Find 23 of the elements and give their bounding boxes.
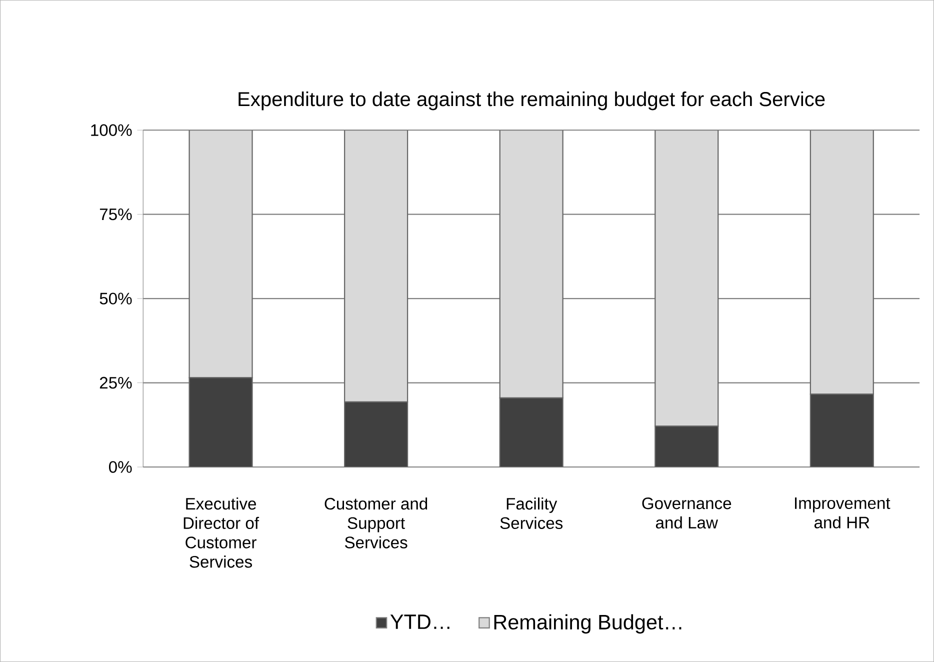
legend-label: Remaining Budget…	[494, 614, 682, 634]
bar	[188, 130, 253, 378]
bar	[188, 377, 253, 467]
bar	[654, 130, 719, 427]
y-tick-label: 100%	[91, 124, 132, 136]
bar	[810, 130, 874, 395]
bar	[810, 394, 874, 467]
x-tick-label: Improvement and HR	[795, 497, 890, 528]
chart-title: Expenditure to date against the remaining budget for each Service	[238, 91, 825, 110]
x-tick-label: Customer and Support Services	[324, 497, 428, 548]
y-tick-label: 75%	[100, 208, 132, 220]
bar	[499, 130, 564, 398]
y-tick-label: 50%	[100, 292, 132, 304]
bar	[344, 401, 408, 467]
x-tick-label: Facility Services	[500, 497, 563, 529]
y-tick-label: 0%	[109, 461, 132, 473]
bar	[499, 397, 564, 467]
x-tick-label: Governance and Law	[642, 497, 732, 529]
bar	[344, 130, 408, 402]
bar	[654, 426, 719, 467]
legend-label: YTD…	[390, 614, 450, 629]
y-tick-label: 25%	[100, 376, 132, 389]
x-tick-label: Executive Director of Customer Services	[184, 497, 260, 568]
